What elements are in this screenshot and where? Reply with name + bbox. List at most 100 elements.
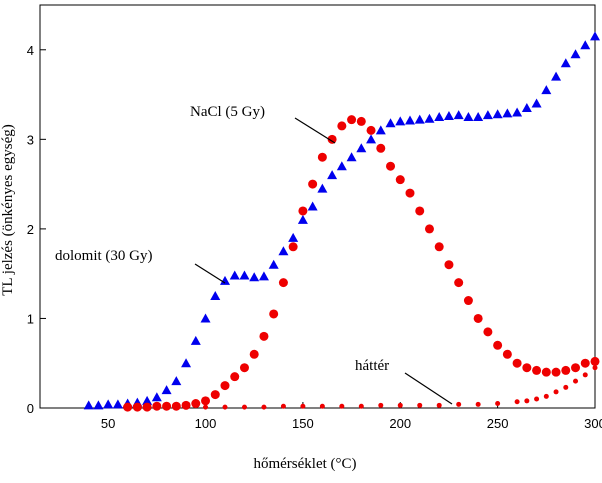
triangle-marker: [317, 183, 328, 193]
triangle-marker: [171, 376, 182, 386]
small-marker: [397, 402, 403, 408]
circle-marker: [424, 224, 434, 234]
circle-marker: [142, 402, 152, 412]
triangle-marker: [502, 108, 513, 118]
circle-marker: [181, 400, 191, 410]
y-tick-label: 1: [27, 311, 34, 326]
x-tick-label: 50: [101, 416, 115, 431]
triangle-marker: [405, 115, 415, 125]
circle-marker: [210, 390, 220, 400]
triangle-marker: [580, 40, 591, 50]
circle-marker: [171, 401, 181, 411]
series-label: NaCl (5 Gy): [190, 104, 265, 120]
small-marker: [261, 404, 267, 410]
triangle-marker: [395, 116, 406, 126]
circle-marker: [230, 372, 240, 382]
x-tick-label: 300: [584, 416, 602, 431]
small-marker: [300, 403, 306, 409]
circle-marker: [395, 175, 405, 185]
circle-marker: [502, 349, 512, 359]
small-marker: [534, 396, 540, 402]
triangle-marker: [258, 271, 269, 281]
leader-line: [404, 372, 453, 405]
plot-frame: [39, 4, 596, 409]
small-marker: [378, 402, 384, 408]
small-marker: [280, 403, 286, 409]
circle-marker: [571, 363, 581, 373]
small-marker: [417, 402, 423, 408]
circle-marker: [220, 381, 230, 391]
circle-marker: [376, 143, 386, 153]
triangle-marker: [249, 272, 260, 282]
triangle-marker: [220, 275, 230, 285]
triangle-marker: [356, 143, 367, 153]
circle-marker: [152, 401, 162, 411]
triangle-marker: [424, 113, 435, 123]
triangle-marker: [346, 152, 357, 162]
circle-marker: [269, 309, 279, 319]
y-tick-label: 4: [27, 43, 34, 58]
triangle-marker: [551, 71, 562, 81]
triangle-marker: [482, 110, 493, 120]
circle-marker: [405, 188, 415, 198]
x-tick-label: 150: [292, 416, 314, 431]
triangle-marker: [200, 313, 211, 323]
triangle-marker: [385, 118, 396, 128]
circle-marker: [327, 134, 337, 144]
small-marker: [203, 404, 209, 410]
triangle-marker: [473, 111, 484, 121]
circle-marker: [308, 179, 318, 189]
circle-marker: [561, 365, 571, 375]
circle-marker: [201, 396, 211, 406]
triangle-marker: [161, 385, 172, 395]
x-tick-label: 100: [195, 416, 217, 431]
x-tick-label: 200: [389, 416, 411, 431]
small-marker: [524, 398, 530, 404]
triangle-marker: [414, 114, 425, 124]
x-axis-title: hőmérséklet (°C): [253, 456, 356, 472]
circle-marker: [522, 363, 532, 373]
triangle-marker: [492, 109, 503, 119]
circle-marker: [249, 349, 259, 359]
small-marker: [543, 393, 549, 399]
circle-marker: [551, 367, 561, 377]
triangle-marker: [463, 111, 474, 121]
triangle-marker: [521, 102, 532, 112]
y-tick-label: 3: [27, 132, 34, 147]
small-marker: [592, 365, 598, 371]
triangle-marker: [590, 31, 600, 41]
triangle-marker: [512, 107, 523, 117]
triangle-marker: [366, 134, 377, 144]
circle-marker: [434, 242, 444, 252]
triangle-marker: [268, 259, 279, 269]
y-axis-title: TL jelzés (önkényes egység): [0, 124, 16, 295]
triangle-marker: [570, 49, 581, 59]
triangle-marker: [210, 291, 221, 301]
triangle-marker: [375, 125, 386, 135]
circle-marker: [493, 340, 503, 350]
circle-marker: [132, 402, 142, 412]
circle-marker: [532, 365, 542, 375]
triangle-marker: [531, 98, 542, 108]
circle-marker: [278, 278, 288, 288]
circle-marker: [366, 125, 376, 135]
triangle-marker: [151, 392, 162, 402]
triangle-marker: [83, 400, 94, 410]
small-marker: [582, 372, 588, 378]
small-marker: [553, 389, 559, 395]
small-marker: [495, 401, 501, 407]
triangle-marker: [142, 395, 153, 405]
circle-marker: [454, 278, 464, 288]
circle-marker: [463, 296, 473, 306]
circle-marker: [473, 313, 483, 323]
small-marker: [456, 401, 462, 407]
triangle-marker: [112, 399, 123, 409]
triangle-marker: [541, 85, 552, 95]
triangle-marker: [307, 201, 318, 211]
triangle-marker: [288, 232, 299, 242]
circle-marker: [298, 206, 308, 216]
circle-marker: [590, 356, 600, 366]
circle-marker: [191, 399, 201, 409]
triangle-marker: [434, 111, 445, 121]
